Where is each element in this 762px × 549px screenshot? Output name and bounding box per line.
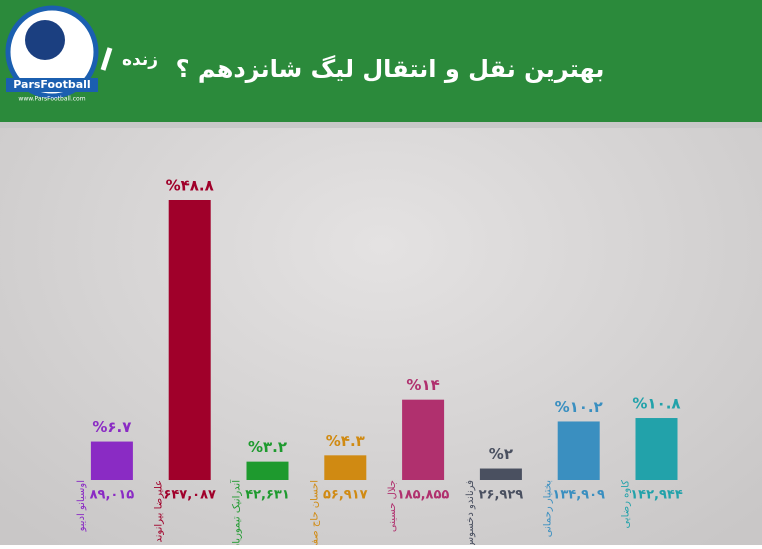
count-label: ۱۳۴,۹۰۹ bbox=[552, 488, 605, 503]
header-shadow bbox=[0, 122, 762, 128]
bar bbox=[479, 468, 522, 480]
value-label: %۱۰.۲ bbox=[555, 398, 603, 416]
category-label: آندرانیک تیموریان bbox=[230, 479, 243, 545]
chart-title: بهترین نقل و انتقال لیگ شانزدهم ؟ bbox=[176, 55, 605, 83]
value-label: %۱۰.۸ bbox=[632, 395, 680, 413]
brand: ParsFootball bbox=[13, 78, 90, 91]
value-label: %۴۸.۸ bbox=[166, 177, 214, 195]
category-label: فرناندو دخسوس bbox=[465, 480, 476, 545]
value-label: %۲ bbox=[489, 445, 513, 463]
count-label: ۶۴۷,۰۸۷ bbox=[163, 488, 216, 503]
category-label: بختیار رحمانی bbox=[543, 480, 554, 537]
category-label: احسان حاج صفی bbox=[309, 480, 320, 545]
category-label: کاوه رضایی bbox=[621, 480, 632, 529]
bar bbox=[635, 418, 678, 480]
value-label: %۶.۷ bbox=[92, 418, 131, 436]
count-label: ۱۸۵,۸۵۵ bbox=[397, 488, 450, 503]
category-label: جلال حسینی bbox=[387, 480, 398, 532]
live-icon bbox=[100, 47, 113, 71]
header-bar bbox=[0, 0, 762, 122]
logo-band bbox=[6, 78, 98, 92]
value-label: %۳.۲ bbox=[248, 438, 287, 456]
bar bbox=[557, 421, 600, 480]
bar bbox=[168, 200, 211, 480]
bar bbox=[402, 399, 445, 480]
count-label: ۵۶,۹۱۷ bbox=[323, 488, 368, 503]
count-label: ۴۲,۶۳۱ bbox=[245, 488, 290, 503]
count-label: ۱۴۲,۹۴۴ bbox=[630, 488, 683, 503]
bar bbox=[246, 461, 289, 480]
brand-url: www.ParsFootball.com bbox=[18, 96, 85, 103]
count-label: ۸۹,۰۱۵ bbox=[90, 488, 135, 503]
logo-icon bbox=[25, 20, 65, 60]
count-label: ۲۶,۹۲۹ bbox=[479, 488, 524, 503]
live-label: زنده bbox=[122, 50, 158, 70]
category-label: علیرضا بیرانوند bbox=[154, 480, 165, 543]
category-label: اوسیانو ادیبو bbox=[76, 480, 87, 532]
value-label: %۱۴ bbox=[406, 376, 439, 394]
bar bbox=[324, 455, 367, 480]
bar bbox=[90, 441, 133, 480]
value-label: %۴.۳ bbox=[326, 432, 365, 450]
